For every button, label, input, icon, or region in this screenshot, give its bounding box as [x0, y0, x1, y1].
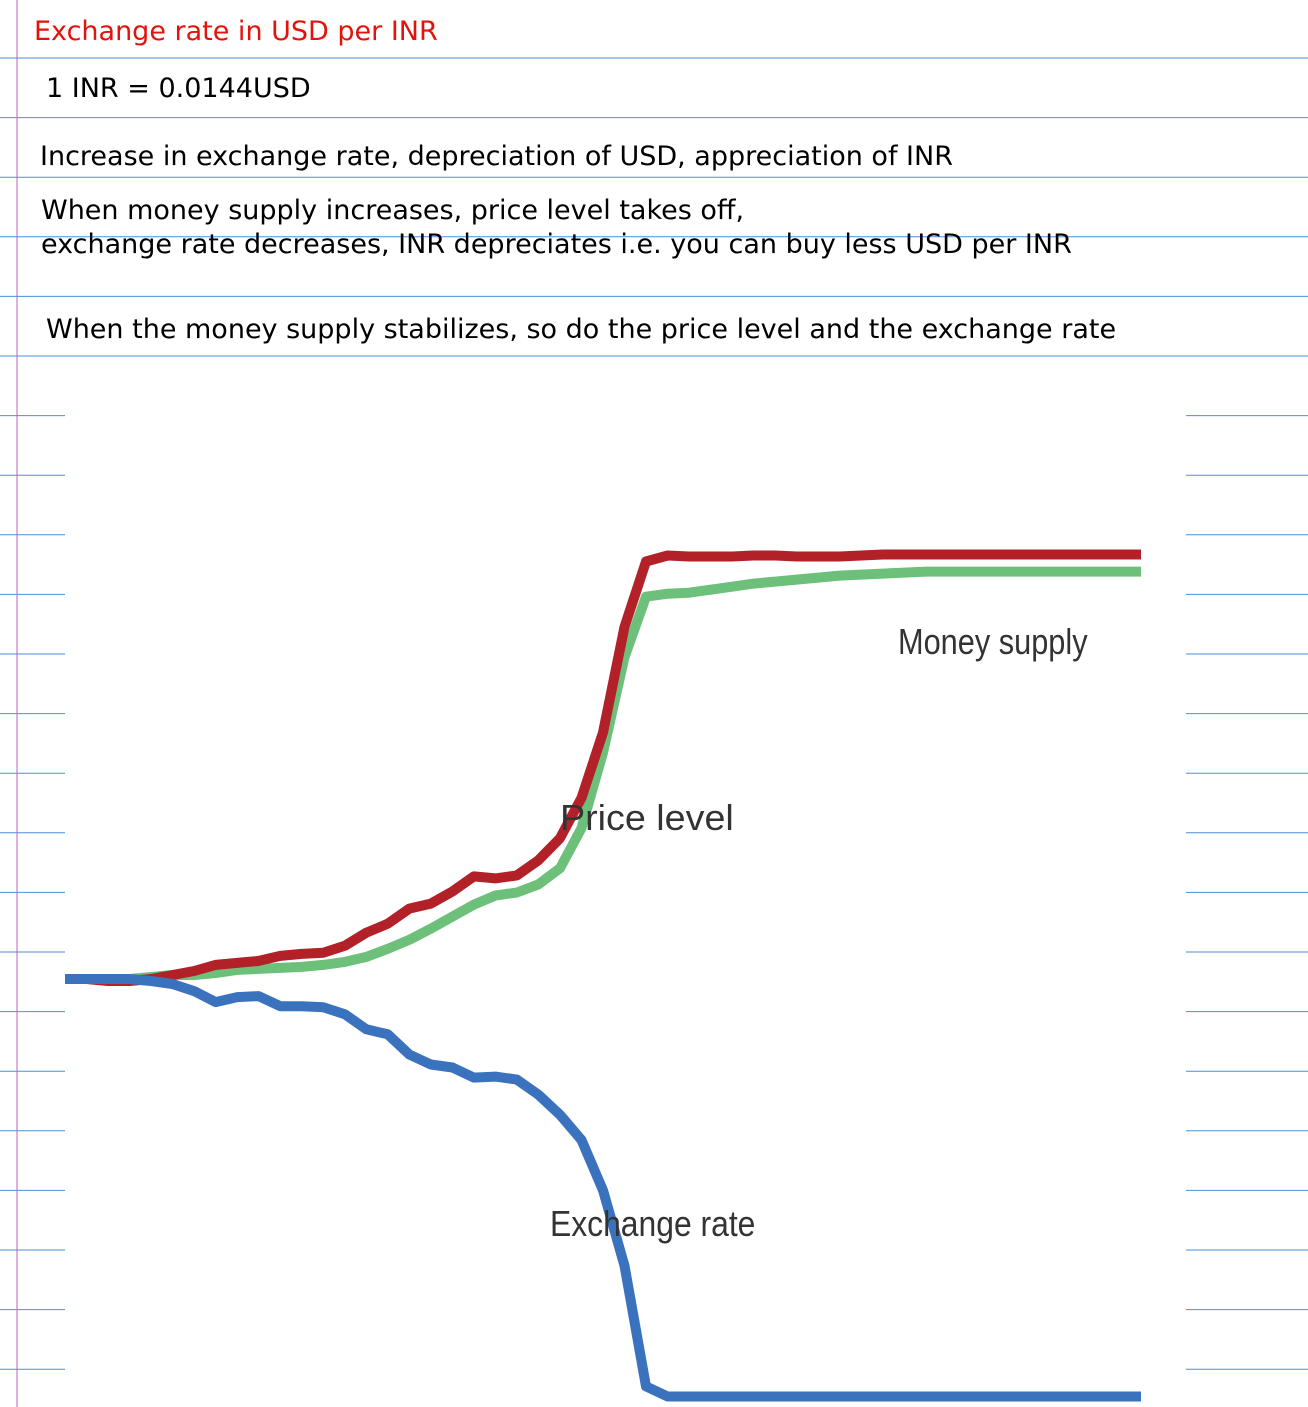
- series-label-exchange-rate: Exchange rate: [550, 1203, 755, 1244]
- note-rate-increase: Increase in exchange rate, depreciation …: [40, 141, 953, 172]
- series-label-price-level: Price level: [560, 797, 734, 838]
- chart-panel: Money supply Price level Exchange rate: [65, 386, 1186, 1407]
- series-line-price-level: [65, 549, 1141, 986]
- series-line-exchange-rate: [65, 974, 1141, 1402]
- series-line-money-supply: [65, 566, 1141, 984]
- note-money-increase-line-1: When money supply increases, price level…: [41, 195, 745, 226]
- note-exchange-rate-value: 1 INR = 0.0144USD: [46, 73, 311, 104]
- note-money-stabilizes: When the money supply stabilizes, so do …: [46, 314, 1117, 345]
- note-title: Exchange rate in USD per INR: [34, 16, 438, 47]
- line-chart: Money supply Price level Exchange rate: [65, 549, 1141, 1402]
- series-label-money-supply: Money supply: [898, 621, 1088, 662]
- note-money-increase-line-2: exchange rate decreases, INR depreciates…: [41, 229, 1072, 260]
